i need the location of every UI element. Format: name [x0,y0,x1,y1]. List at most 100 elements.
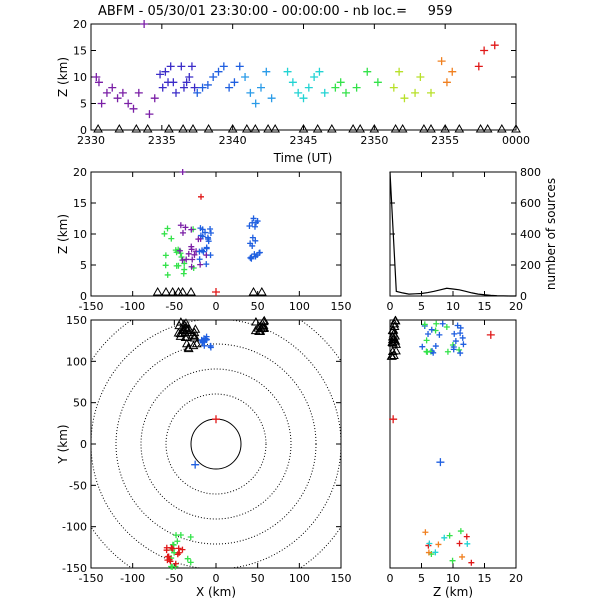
time-x-label: 2340 [219,134,247,147]
zy-point [457,350,464,357]
time-height-point [161,67,170,76]
hist-y-label: 600 [520,197,541,210]
hist-y-label: 800 [520,166,541,179]
plan-y-label: 150 [66,314,87,327]
plan-point [169,545,176,552]
time-height-ground-marker [250,123,261,133]
xz-point [248,255,255,262]
time-height-point [283,67,292,76]
time-height-point [342,88,350,97]
time-height-point [198,83,207,92]
xz-point [191,251,198,258]
time-height-point [187,62,196,71]
time-height-point [113,94,122,103]
xz-point [202,229,209,236]
zy-point [486,330,495,339]
time-height-point [267,94,276,103]
time-height-ground-marker [178,123,188,133]
xz-point [161,230,168,237]
time-height-ground-marker [454,123,465,133]
time-height-point [363,67,372,76]
xz-y-label: 0 [80,290,87,303]
xz-point [246,222,253,229]
time-x-label: 2335 [148,134,176,147]
time-height-ground-marker [93,123,103,133]
xz-y-label: 10 [73,228,87,241]
zy-point [460,341,467,348]
plan-point [174,551,181,558]
time-height-ground-marker [263,123,273,133]
histogram-frame [389,171,517,297]
xz-point [197,225,204,232]
time-y-label: 0 [80,124,87,137]
time-height-ground-marker [203,123,214,133]
zy-point [449,557,456,564]
plan-xlabel: X (km) [196,585,236,599]
hist-x-label: 5 [418,300,425,313]
xz-point [196,256,203,263]
xz-point [162,262,169,269]
xz-point [188,263,195,270]
time-height-ground-marker [355,123,366,133]
time-height-ground-marker [426,123,436,133]
zy-point [432,327,439,334]
xz-point [179,169,186,175]
xz-frame [90,171,342,297]
xz-point [197,261,204,268]
plan-point [172,560,179,567]
time-height-point [129,104,138,113]
zy-point [389,415,398,424]
xz-point [198,193,204,200]
time-height-ground-marker [326,123,337,133]
zy-point [422,529,429,536]
plan-marker [257,322,268,332]
xz-x-label: -150 [79,300,104,313]
range-ring [165,393,267,495]
time-y-label: 10 [73,71,87,84]
xz-point [253,219,260,226]
xz-point [207,225,214,232]
histogram-ylabel: number of sources [544,178,558,290]
plan-marker [258,320,269,329]
zy-point [443,324,450,331]
time-height-ground-marker [131,123,142,133]
xz-ylabel: Z (km) [56,214,70,254]
zy-marker [390,315,401,325]
xz-point [207,252,214,259]
time-height-point [241,73,250,81]
plan-x-label: 50 [251,572,265,585]
time-height-point [140,20,149,28]
zy-point [430,349,437,356]
xz-point [207,229,214,236]
plan-marker [181,318,191,327]
xz-point [212,288,220,296]
plan-marker [174,320,185,330]
time-height-ground-marker [298,123,309,133]
zy-point [421,321,428,328]
zy-point [425,331,432,338]
plan-marker [183,342,194,352]
time-height-point [179,83,188,92]
time-y-label: 20 [73,18,87,31]
time-height-point [251,99,260,108]
hist-x-label: 20 [509,300,523,313]
time-height-point [102,88,111,97]
xz-ground-marker [256,286,267,296]
zy-marker [387,325,398,335]
zy-point [433,320,440,327]
time-height-point [294,88,303,97]
time-axis-label: Time (UT) [273,151,333,165]
xz-point [164,271,171,278]
time-height-point [150,94,159,103]
time-height-point [172,88,180,97]
plan-point [199,337,206,344]
time-height-ground-marker [482,123,493,133]
time-height-ground-marker [419,123,429,133]
xz-point [177,222,184,229]
xz-point [173,262,180,269]
time-height-point [416,73,425,81]
plan-x-label: 100 [289,572,310,585]
xz-point [185,250,192,257]
time-height-point [182,78,191,87]
xz-x-label: 0 [213,300,220,313]
